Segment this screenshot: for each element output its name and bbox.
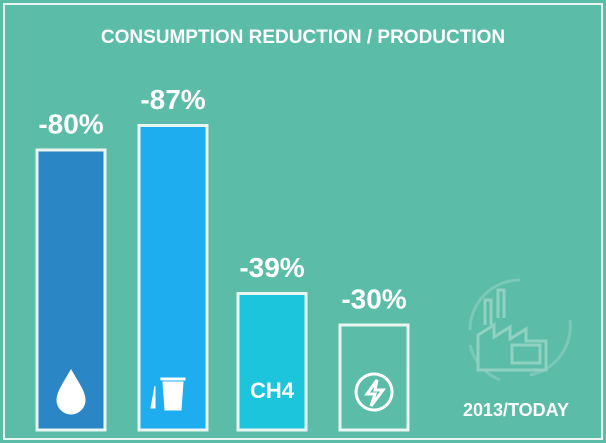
- category-label: CH4: [250, 378, 295, 403]
- value-label: -39%: [239, 252, 304, 283]
- chart: CONSUMPTION REDUCTION / PRODUCTION 2013/…: [0, 0, 606, 443]
- value-label: -87%: [140, 84, 205, 115]
- annotation: 2013/TODAY: [463, 400, 569, 420]
- bar: [340, 325, 408, 430]
- bar: [238, 294, 306, 431]
- value-label: -30%: [341, 283, 406, 314]
- value-label: -80%: [38, 108, 103, 139]
- chart-title: CONSUMPTION REDUCTION / PRODUCTION: [101, 27, 505, 48]
- page: {"chart_data": {"type": "bar", "title": …: [0, 0, 606, 443]
